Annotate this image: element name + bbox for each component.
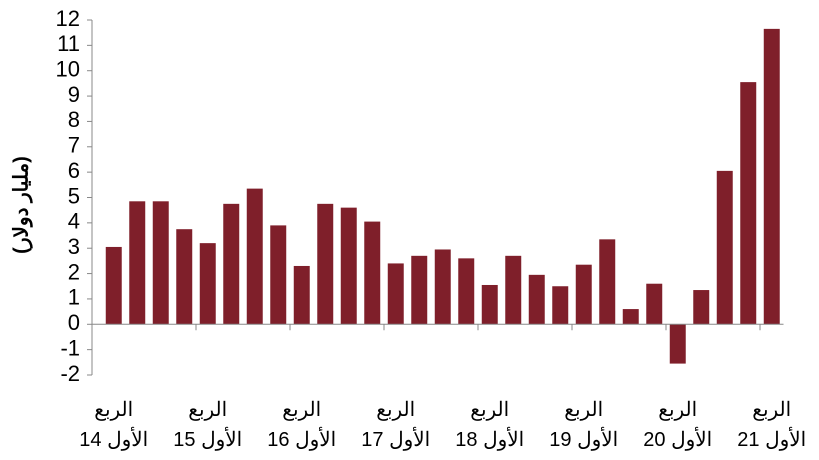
bar <box>552 286 569 325</box>
bar <box>669 324 686 364</box>
x-tick-label: الربع الأول 15 <box>173 399 243 451</box>
bar <box>129 201 146 325</box>
y-tick-label: 3 <box>68 234 80 259</box>
bar <box>434 249 451 325</box>
bar <box>599 239 616 325</box>
bar <box>411 255 428 325</box>
bar <box>458 258 475 325</box>
y-tick-label: 4 <box>68 209 80 234</box>
y-tick-label: -2 <box>60 361 80 386</box>
bar <box>246 188 263 325</box>
bar <box>270 225 287 325</box>
y-tick-label: 6 <box>68 158 80 183</box>
bar <box>340 207 357 325</box>
x-tick-label: الربع الأول 18 <box>455 399 525 451</box>
x-tick-label: الربع الأول 19 <box>549 399 619 451</box>
bar <box>364 221 381 325</box>
bar <box>693 290 710 325</box>
y-tick-label: 7 <box>68 133 80 158</box>
bar <box>646 283 663 325</box>
bar <box>293 265 310 325</box>
bar <box>763 28 780 325</box>
bar <box>199 243 216 325</box>
y-tick-label: 11 <box>57 31 80 56</box>
bar <box>105 246 122 325</box>
x-tick-label: الربع الأول 20 <box>643 399 713 451</box>
x-tick-label: الربع الأول 16 <box>267 399 337 451</box>
bar <box>740 82 757 325</box>
y-tick-label: -1 <box>60 335 80 360</box>
bar <box>505 255 522 325</box>
y-tick-label: 5 <box>68 183 80 208</box>
bar <box>716 170 733 325</box>
bar <box>152 201 169 325</box>
x-tick-label: الربع الأول 17 <box>361 399 431 451</box>
bar <box>176 229 193 325</box>
x-tick-label: الربع الأول 21 <box>737 399 807 451</box>
y-tick-label: 9 <box>68 82 80 107</box>
bar <box>387 263 404 325</box>
y-tick-label: 12 <box>56 6 80 31</box>
y-tick-label: 10 <box>56 57 80 82</box>
bar <box>317 203 334 325</box>
y-tick-label: 2 <box>68 259 80 284</box>
y-tick-label: 0 <box>68 310 80 335</box>
y-axis-label: (مليار دولار) <box>10 156 33 254</box>
y-tick-label: 8 <box>68 107 80 132</box>
bar <box>528 274 545 325</box>
bar <box>481 284 498 325</box>
bar <box>622 309 639 325</box>
y-tick-label: 1 <box>68 285 80 310</box>
x-tick-label: الربع الأول 14 <box>79 399 149 451</box>
bar <box>223 203 240 325</box>
bar <box>575 264 592 325</box>
